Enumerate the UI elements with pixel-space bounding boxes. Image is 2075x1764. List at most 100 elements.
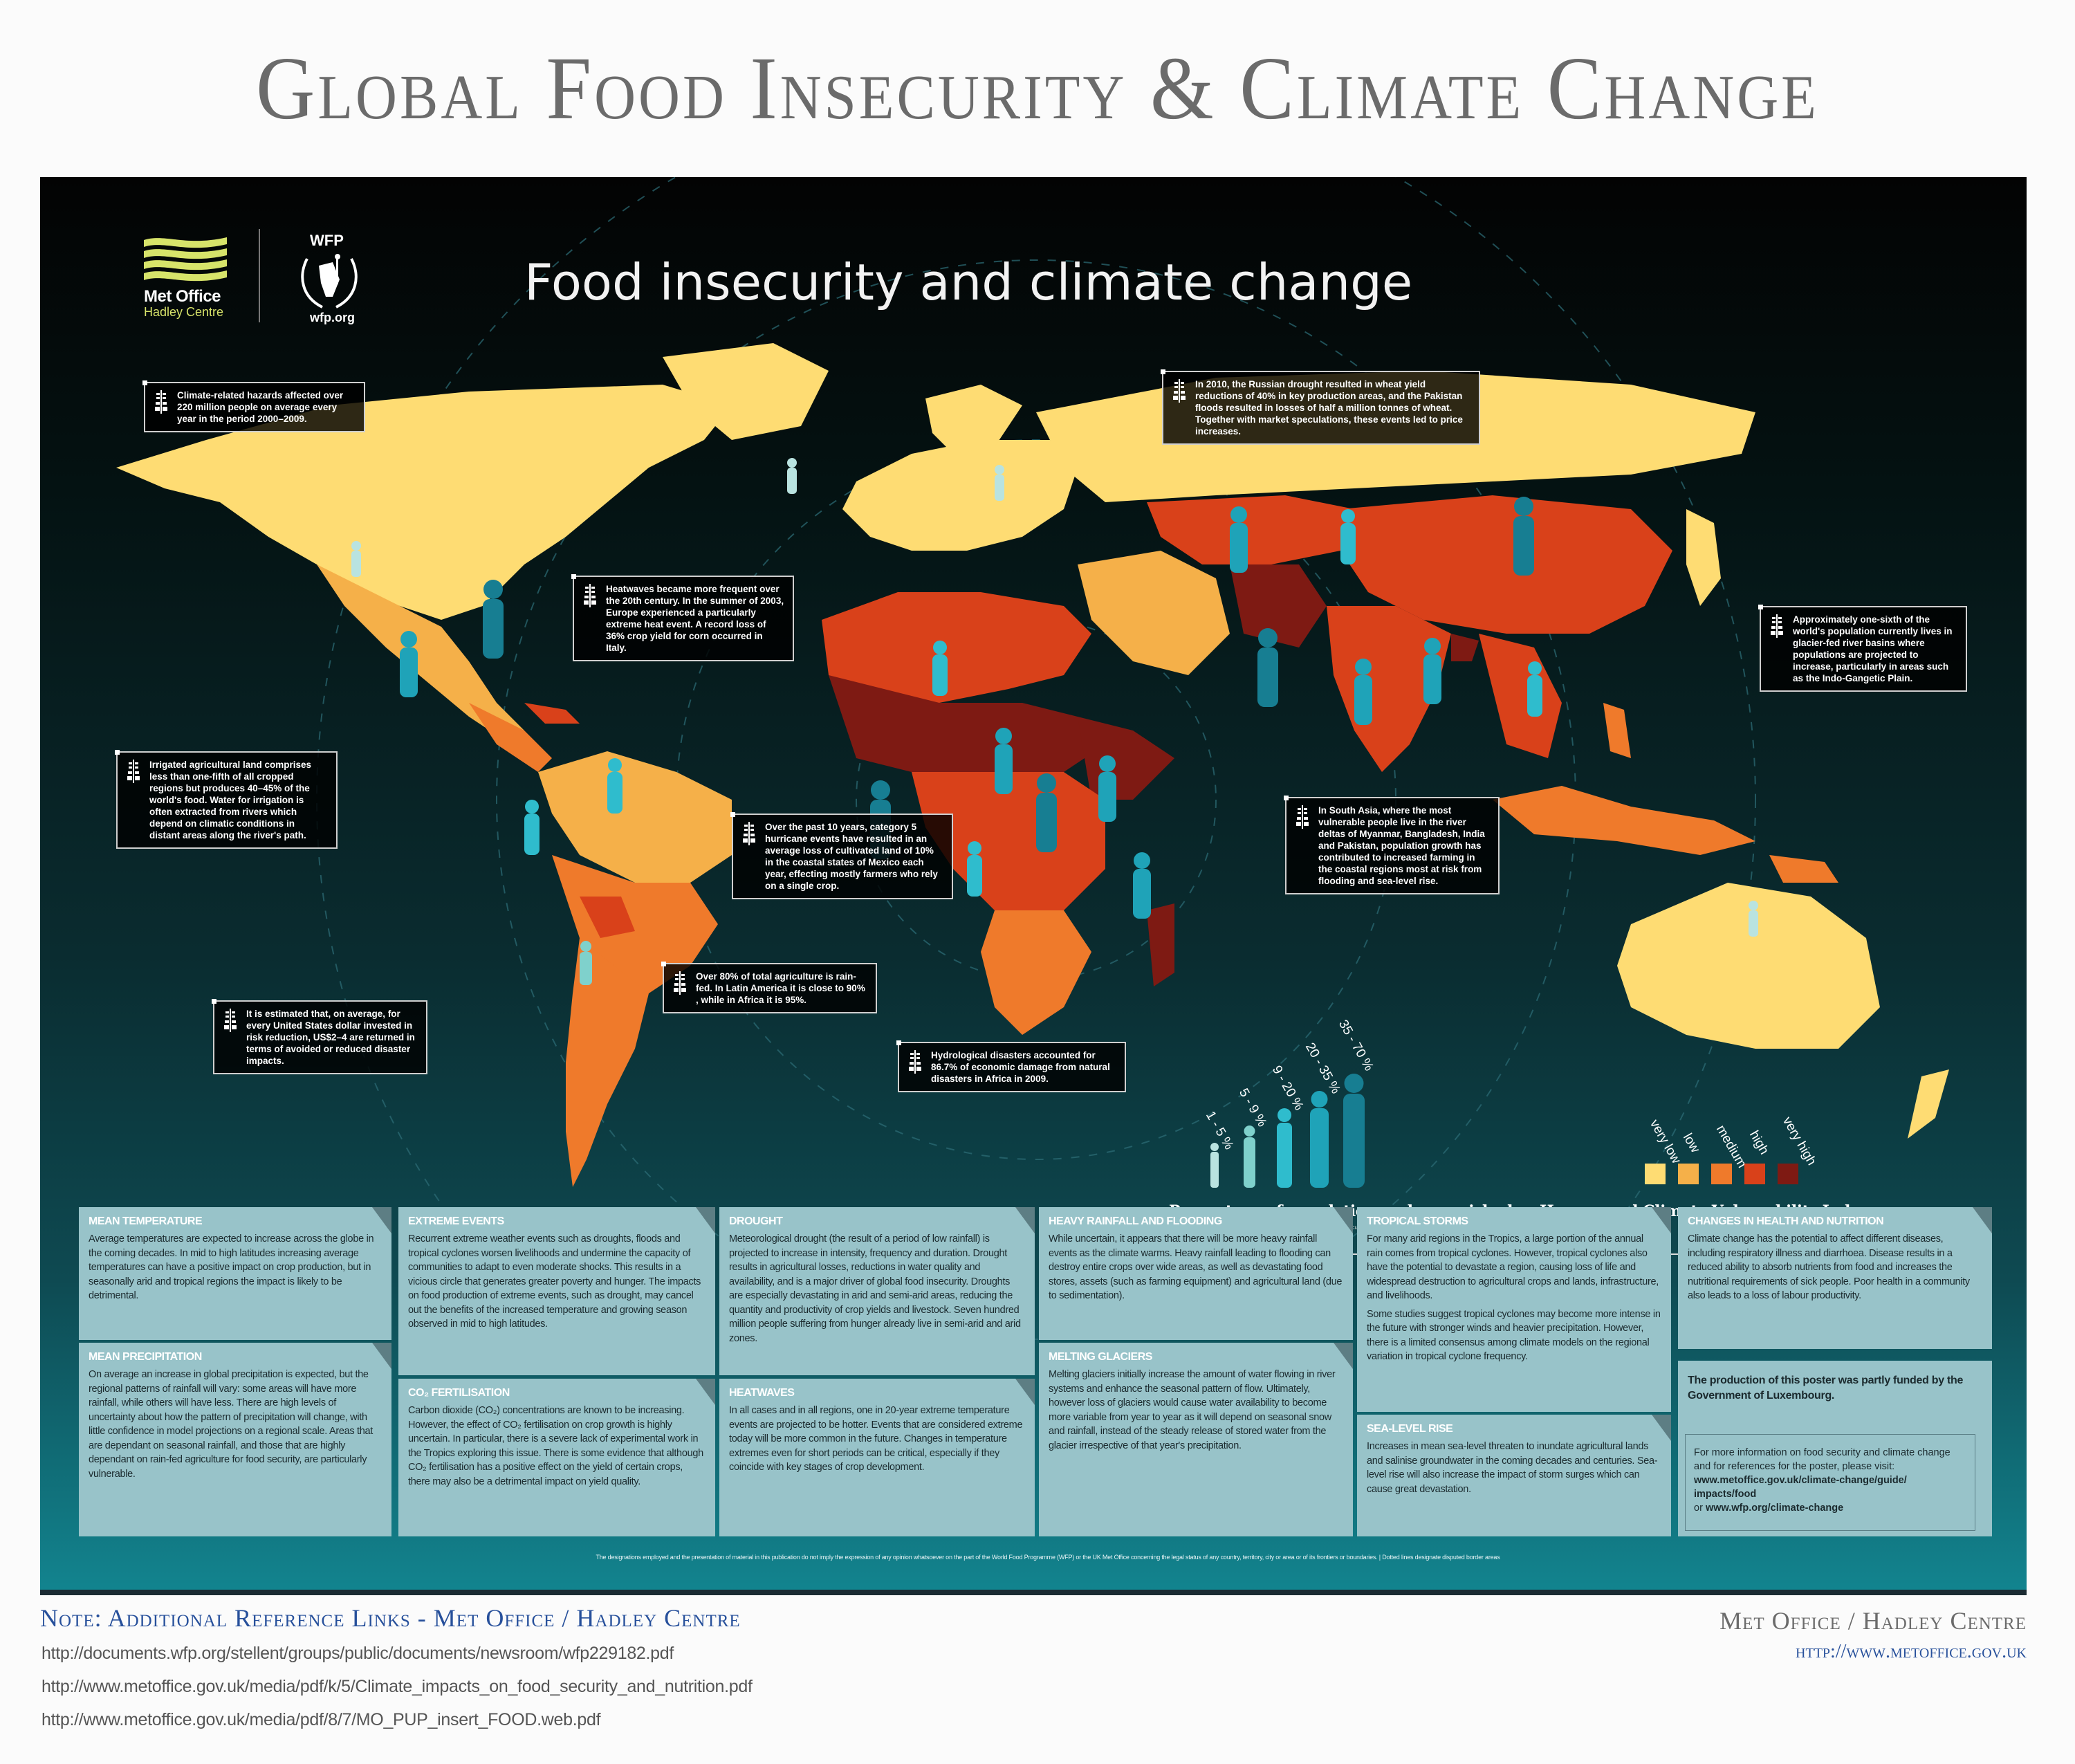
undernourished-figure-icon <box>1275 1108 1293 1192</box>
region-scandinavia <box>925 385 1022 454</box>
panel-text: Recurrent extreme weather events such as… <box>408 1233 701 1330</box>
region-central-america <box>469 703 552 772</box>
vulnerability-class-label: very high <box>1779 1114 1819 1168</box>
more-info-link-wfp[interactable]: www.wfp.org/climate-change <box>1705 1503 1844 1514</box>
region-southern-africa <box>981 910 1091 1035</box>
callout-south-asia: In South Asia, where the most vulnerable… <box>1284 796 1500 894</box>
panel-co2-fertilisation: CO₂ FERTILISATION Carbon dioxide (CO₂) c… <box>398 1379 715 1536</box>
reference-links-title: Note: Additional Reference Links - Met O… <box>40 1604 741 1632</box>
region-afghanistan-pakistan <box>1230 564 1327 647</box>
wheat-icon <box>1173 379 1186 403</box>
callout-text: Heatwaves became more frequent over the … <box>606 584 784 653</box>
region-sahel <box>829 675 1105 772</box>
undernourished-figure-icon <box>1309 1091 1330 1192</box>
wheat-icon <box>155 390 167 414</box>
vulnerability-class-label: very low <box>1646 1117 1684 1166</box>
panel-corner-icon <box>372 1343 391 1369</box>
panel-drought: DROUGHT Meteorological drought (the resu… <box>719 1207 1035 1375</box>
population-figures <box>351 458 1758 985</box>
poster-bottom-bar <box>40 1590 2027 1595</box>
panel-heavy-rainfall: HEAVY RAINFALL AND FLOODING While uncert… <box>1039 1207 1353 1340</box>
panel-title: SEA-LEVEL RISE <box>1367 1423 1453 1435</box>
wfp-url: wfp.org <box>310 311 355 324</box>
more-info-text: For more information on food security an… <box>1694 1447 1950 1472</box>
funding-text: The production of this poster was partly… <box>1688 1375 1964 1402</box>
callout-hurricanes-mexico: Over the past 10 years, category 5 hurri… <box>730 812 953 899</box>
panel-funding: The production of this poster was partly… <box>1678 1361 1992 1536</box>
region-horn-africa <box>1078 717 1174 800</box>
vulnerability-swatch <box>1678 1164 1699 1184</box>
logos: Met Office Hadley Centre WFP wfp.org <box>144 208 379 324</box>
region-india <box>1327 606 1451 772</box>
wheat-icon <box>909 1050 921 1074</box>
panel-text: Carbon dioxide (CO₂) concentrations are … <box>408 1405 703 1487</box>
met-office-subtitle: Hadley Centre <box>144 305 224 319</box>
wheat-icon <box>1296 805 1309 829</box>
region-central-asia <box>1147 495 1354 564</box>
panel-mean-precipitation: MEAN PRECIPITATION On average an increas… <box>79 1343 391 1536</box>
info-panels: MEAN TEMPERATURE Average temperatures ar… <box>76 1207 2034 1539</box>
undernourished-figure-icon <box>1342 1074 1366 1192</box>
region-philippines <box>1603 703 1631 758</box>
callout-text: Over the past 10 years, category 5 hurri… <box>765 822 938 891</box>
reference-link[interactable]: http://www.metoffice.gov.uk/media/pdf/8/… <box>42 1710 601 1729</box>
region-mexico <box>317 564 524 744</box>
logo-divider <box>259 229 260 322</box>
region-middle-east <box>1078 551 1230 675</box>
vulnerability-class-label: low <box>1679 1131 1703 1156</box>
wfp-name: WFP <box>310 232 344 249</box>
callout-text: Approximately one-sixth of the world's p… <box>1793 614 1953 683</box>
callout-risk-reduction: It is estimated that, on average, for ev… <box>212 999 427 1074</box>
more-info-link-metoffice[interactable]: www.metoffice.gov.uk/climate-change/guid… <box>1694 1475 1907 1500</box>
callout-text: It is estimated that, on average, for ev… <box>246 1009 415 1066</box>
undernourished-figure-icon <box>1209 1143 1220 1192</box>
callout-rain-fed: Over 80% of total agriculture is rain-fe… <box>661 962 877 1013</box>
undernourished-class-label: 9 - 20 % <box>1269 1063 1307 1113</box>
disclaimer: The designations employed and the presen… <box>596 1554 1500 1561</box>
reference-link[interactable]: http://documents.wfp.org/stellent/groups… <box>42 1644 674 1663</box>
panel-text: Melting glaciers initially increase the … <box>1049 1369 1336 1451</box>
panel-text: On average an increase in global precipi… <box>89 1369 374 1480</box>
callout-climate-hazards: Climate-related hazards affected over 22… <box>142 380 365 432</box>
panel-corner-icon <box>1334 1343 1353 1369</box>
panel-corner-icon <box>696 1207 715 1233</box>
panel-corner-icon <box>1334 1207 1353 1233</box>
panel-health-nutrition: CHANGES IN HEALTH AND NUTRITION Climate … <box>1678 1207 1992 1349</box>
callout-text: In 2010, the Russian drought resulted in… <box>1195 379 1463 437</box>
panel-corner-icon <box>1015 1379 1035 1405</box>
vulnerability-swatch <box>1645 1164 1666 1184</box>
region-south-america-south <box>566 938 649 1187</box>
wheat-icon <box>674 971 686 995</box>
panel-text: In all cases and in all regions, one in … <box>729 1405 1023 1473</box>
panel-title: MEAN PRECIPITATION <box>89 1351 202 1363</box>
panel-corner-icon <box>1015 1207 1035 1233</box>
map-title: Food insecurity and climate change <box>524 253 1413 311</box>
panel-text: Average temperatures are expected to inc… <box>89 1233 374 1301</box>
panel-title: TROPICAL STORMS <box>1367 1215 1468 1227</box>
region-greenland <box>663 343 829 440</box>
panel-tropical-storms: TROPICAL STORMS For many arid regions in… <box>1357 1207 1671 1412</box>
region-bolivia <box>580 897 635 938</box>
region-indonesia <box>1493 786 1755 855</box>
panel-text: Some studies suggest tropical cyclones m… <box>1367 1308 1661 1363</box>
reference-link[interactable]: http://www.metoffice.gov.uk/media/pdf/k/… <box>42 1677 753 1696</box>
panel-corner-icon <box>1973 1207 1992 1233</box>
region-north-africa <box>822 592 1091 703</box>
region-north-america <box>116 385 732 620</box>
panel-corner-icon <box>372 1207 391 1233</box>
callout-text: In South Asia, where the most vulnerable… <box>1318 805 1485 886</box>
undernourished-class-label: 1 - 5 % <box>1202 1109 1237 1152</box>
panel-title: MEAN TEMPERATURE <box>89 1215 203 1227</box>
region-australia <box>1617 883 1880 1049</box>
panel-extreme-events: EXTREME EVENTS Recurrent extreme weather… <box>398 1207 715 1375</box>
vulnerability-swatch <box>1744 1164 1765 1184</box>
credit-url[interactable]: http://www.metoffice.gov.uk <box>1796 1641 2027 1662</box>
callout-heatwaves-europe: Heatwaves became more frequent over the … <box>571 574 794 661</box>
panel-heatwaves: HEATWAVES In all cases and in all region… <box>719 1379 1035 1536</box>
panel-melting-glaciers: MELTING GLACIERS Melting glaciers initia… <box>1039 1343 1353 1536</box>
panel-title: CHANGES IN HEALTH AND NUTRITION <box>1688 1215 1884 1227</box>
wfp-emblem-icon <box>301 254 358 309</box>
more-info-box: For more information on food security an… <box>1685 1434 1975 1531</box>
region-png <box>1769 855 1838 883</box>
region-southeast-asia <box>1479 634 1562 758</box>
